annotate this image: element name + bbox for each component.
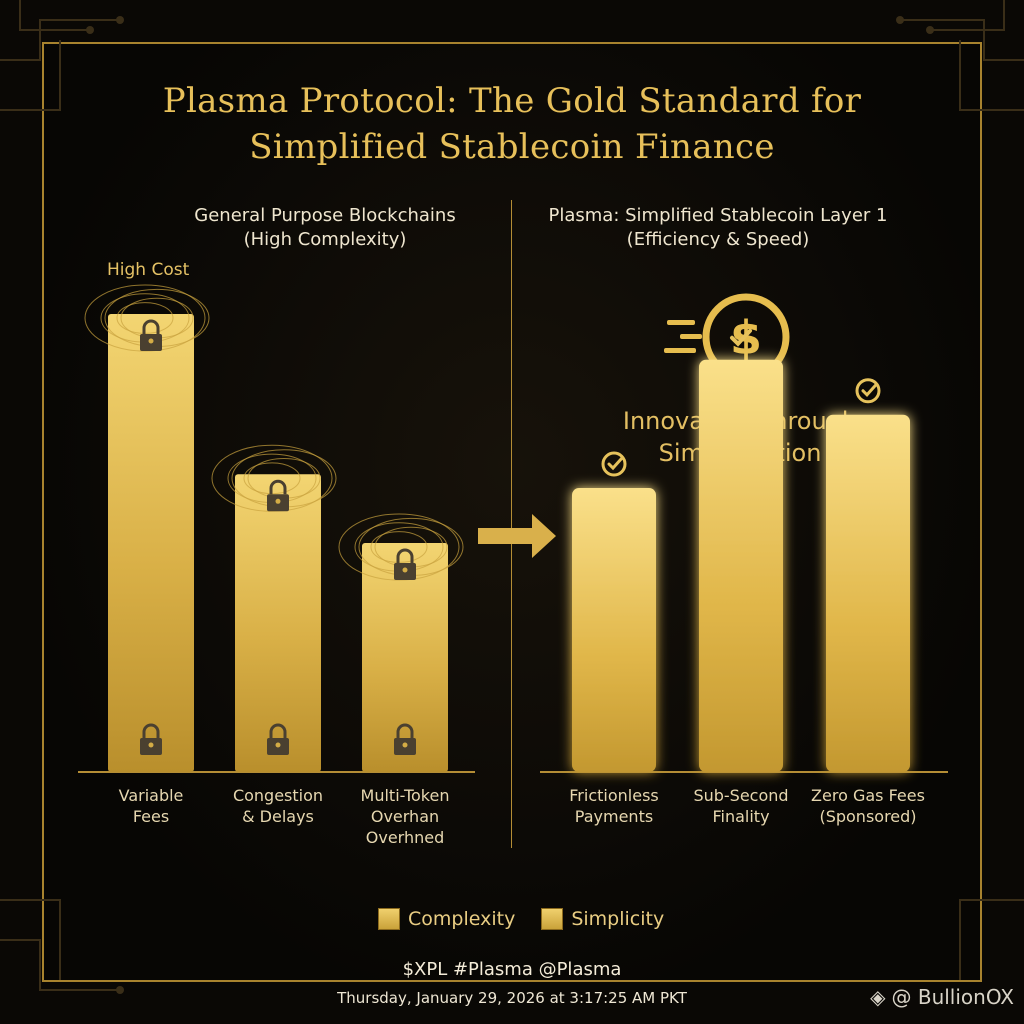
lock-icon-bottom-1 xyxy=(140,723,162,755)
category-label-simplicity-1: Frictionless Payments xyxy=(569,786,658,826)
bar-complexity-1 xyxy=(108,314,194,772)
arrow-right-icon xyxy=(478,514,556,558)
brand-watermark: ◈ @ BullionOX xyxy=(870,985,1014,1009)
category-label-simplicity-2: Sub-Second Finality xyxy=(693,786,788,826)
check-circle-icon-1 xyxy=(601,451,627,477)
bar-complexity-2 xyxy=(235,474,321,772)
binance-logo-icon: ◈ xyxy=(870,985,886,1009)
bar-simplicity-1 xyxy=(572,488,656,772)
category-label-simplicity-3: Zero Gas Fees (Sponsored) xyxy=(811,786,925,826)
bar-simplicity-3 xyxy=(826,414,910,772)
title-line-1: Plasma Protocol: The Gold Standard for xyxy=(162,81,862,121)
category-label-complexity-2: Congestion & Delays xyxy=(233,786,323,826)
legend-label-simplicity: Simplicity xyxy=(571,908,665,930)
timestamp: Thursday, January 29, 2026 at 3:17:25 AM… xyxy=(337,989,687,1007)
check-circle-icon-3 xyxy=(855,378,881,404)
hashtags: $XPL #Plasma @Plasma xyxy=(402,959,622,980)
panel-divider xyxy=(511,200,512,848)
brand-label: @ BullionOX xyxy=(891,985,1015,1009)
page-title: Plasma Protocol: The Gold Standard for S… xyxy=(90,78,934,170)
right-panel-heading: Plasma: Simplified Stablecoin Layer 1 (E… xyxy=(528,204,908,252)
legend-item-simplicity: Simplicity xyxy=(541,908,664,930)
right-heading-line-2: (Efficiency & Speed) xyxy=(626,229,810,250)
right-heading-line-1: Plasma: Simplified Stablecoin Layer 1 xyxy=(548,205,888,226)
category-label-complexity-1: Variable Fees xyxy=(119,786,184,826)
left-panel-heading: General Purpose Blockchains (High Comple… xyxy=(135,204,515,252)
left-heading-line-1: General Purpose Blockchains xyxy=(194,205,456,226)
left-heading-line-2: (High Complexity) xyxy=(243,229,407,250)
category-label-complexity-3: Multi-Token Overhan Overhned xyxy=(361,786,450,847)
check-icon-2 xyxy=(730,328,752,347)
lock-icon-top-2 xyxy=(267,479,289,512)
lock-icon-top-3 xyxy=(394,548,416,580)
lock-icon-bottom-3 xyxy=(394,723,416,755)
high-cost-annotation: High Cost xyxy=(107,260,190,280)
title-line-2: Simplified Stablecoin Finance xyxy=(249,127,775,167)
lock-icon-top-1 xyxy=(140,319,162,351)
bar-simplicity-2 xyxy=(699,359,783,772)
legend-item-complexity: Complexity xyxy=(378,908,515,930)
legend-swatch-complexity xyxy=(378,908,400,930)
bar-complexity-3 xyxy=(362,543,448,772)
legend-swatch-simplicity xyxy=(541,908,564,930)
infographic-frame xyxy=(42,42,982,982)
lock-icon-bottom-2 xyxy=(267,723,289,755)
legend: Complexity Simplicity xyxy=(378,908,664,930)
legend-label-complexity: Complexity xyxy=(408,908,516,930)
